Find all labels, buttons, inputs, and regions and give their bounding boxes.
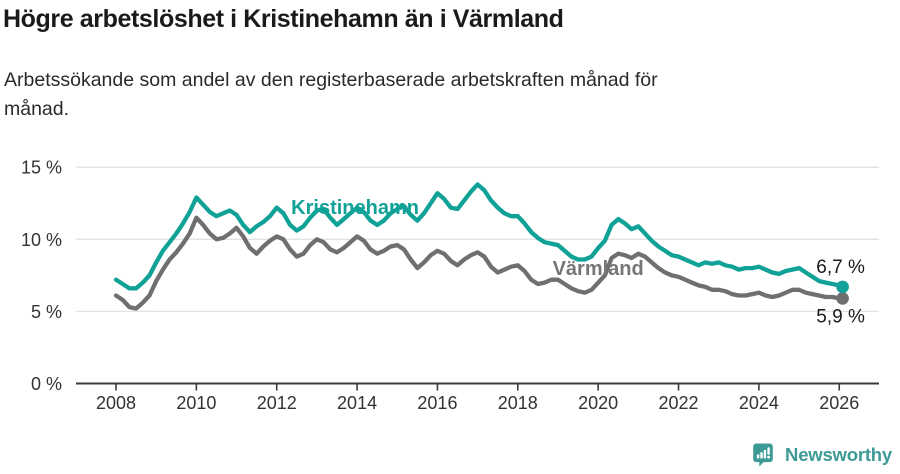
newsworthy-bubble-chart-icon: [753, 443, 773, 467]
x-tick-label-2014: 2014: [337, 393, 377, 413]
newsworthy-logo: Newsworthy: [753, 443, 892, 467]
x-tick-label-2008: 2008: [96, 393, 136, 413]
page-subtitle-line-2: månad.: [4, 98, 70, 120]
x-tick-label-2020: 2020: [578, 393, 618, 413]
page-subtitle: Arbetssökande som andel av den registerb…: [4, 66, 864, 124]
y-tick-label-0: 0 %: [31, 374, 62, 394]
page-title: Högre arbetslöshet i Kristinehamn än i V…: [3, 5, 564, 33]
x-tick-label-2018: 2018: [498, 393, 538, 413]
series-end-dot-kristinehamn: [836, 280, 849, 294]
end-value-label-kristinehamn: 6,7 %: [816, 257, 865, 278]
series-line-kristinehamn: [113, 182, 845, 291]
x-tick-label-2010: 2010: [176, 393, 216, 413]
series-end-dot-v-rmland: [836, 292, 849, 305]
end-value-label-v-rmland: 5,9 %: [816, 306, 865, 327]
x-tick-label-2012: 2012: [257, 393, 297, 413]
x-tick-label-2026: 2026: [819, 393, 859, 413]
series-label-kristinehamn: Kristinehamn: [291, 197, 419, 219]
series-line-v-rmland: [113, 215, 845, 311]
page-subtitle-line-1: Arbetssökande som andel av den registerb…: [4, 69, 658, 91]
y-tick-label-10: 10 %: [21, 230, 62, 250]
x-tick-label-2016: 2016: [417, 393, 457, 413]
y-tick-label-15: 15 %: [21, 158, 62, 178]
y-tick-label-5: 5 %: [31, 302, 62, 322]
x-tick-label-2022: 2022: [658, 393, 698, 413]
series-label-v-rmland: Värmland: [553, 258, 644, 280]
newsworthy-wordmark: Newsworthy: [785, 444, 892, 465]
x-tick-label-2024: 2024: [739, 393, 779, 413]
